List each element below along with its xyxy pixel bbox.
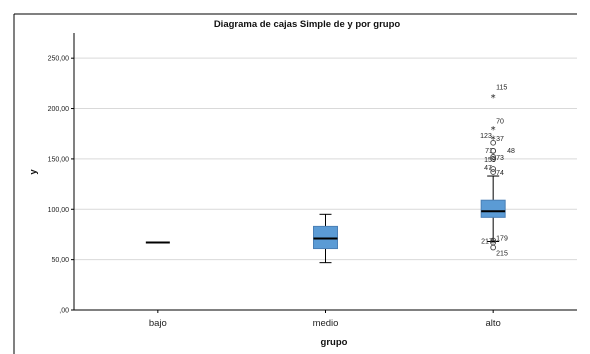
outlier-label: 217 <box>481 239 493 246</box>
x-tick-label-alto: alto <box>486 318 501 329</box>
y-tick-label: 50,00 <box>51 257 69 264</box>
iqr-box <box>313 225 338 250</box>
outlier-label: 71 <box>485 148 493 155</box>
chart-frame <box>13 13 577 354</box>
x-axis: bajo medio alto <box>74 309 577 329</box>
outlier-label: 37 <box>496 136 504 143</box>
outlier-circle <box>490 148 497 154</box>
outlier-label: 73 <box>496 155 504 162</box>
extreme-outlier-star: * <box>491 125 496 136</box>
box-group-medio <box>313 213 338 264</box>
chart-title: Diagrama de cajas Simple de y por grupo <box>214 19 401 30</box>
outlier-label: 74 <box>496 170 504 177</box>
x-axis-title: grupo <box>321 337 348 348</box>
outlier-circle <box>490 139 497 146</box>
y-axis-title: y <box>28 169 39 175</box>
iqr-box <box>480 199 506 218</box>
gridlines <box>74 57 577 311</box>
y-tick-label: 150,00 <box>48 156 70 163</box>
outlier-circle <box>490 166 497 172</box>
outlier-circle <box>490 156 497 162</box>
extreme-outlier-star: * <box>491 93 496 104</box>
outlier-label: 115 <box>496 84 507 91</box>
outlier-label: 47 <box>484 165 492 172</box>
x-tick-label-medio: medio <box>313 318 339 329</box>
outlier-circle <box>490 169 497 175</box>
outlier-circle <box>490 237 497 244</box>
outlier-label: 123 <box>480 133 492 140</box>
x-tick-label-bajo: bajo <box>149 318 167 329</box>
outlier-label: 179 <box>496 235 508 242</box>
y-tick-label: 250,00 <box>48 56 70 63</box>
y-tick-label: ,00 <box>59 308 69 315</box>
outlier-label: 70 <box>496 119 504 126</box>
outlier-label: 215 <box>496 251 508 258</box>
y-tick-label: 200,00 <box>48 106 70 113</box>
outlier-circle <box>490 244 497 251</box>
y-axis: ,00 50,00 100,00 150,00 200,00 250,00 <box>48 33 75 315</box>
extreme-outlier-star: * <box>491 134 496 145</box>
outlier-label: 159 <box>484 157 496 164</box>
outlier-label: 48 <box>507 148 515 155</box>
outlier-circle <box>490 154 497 160</box>
y-tick-label: 100,00 <box>48 207 70 214</box>
